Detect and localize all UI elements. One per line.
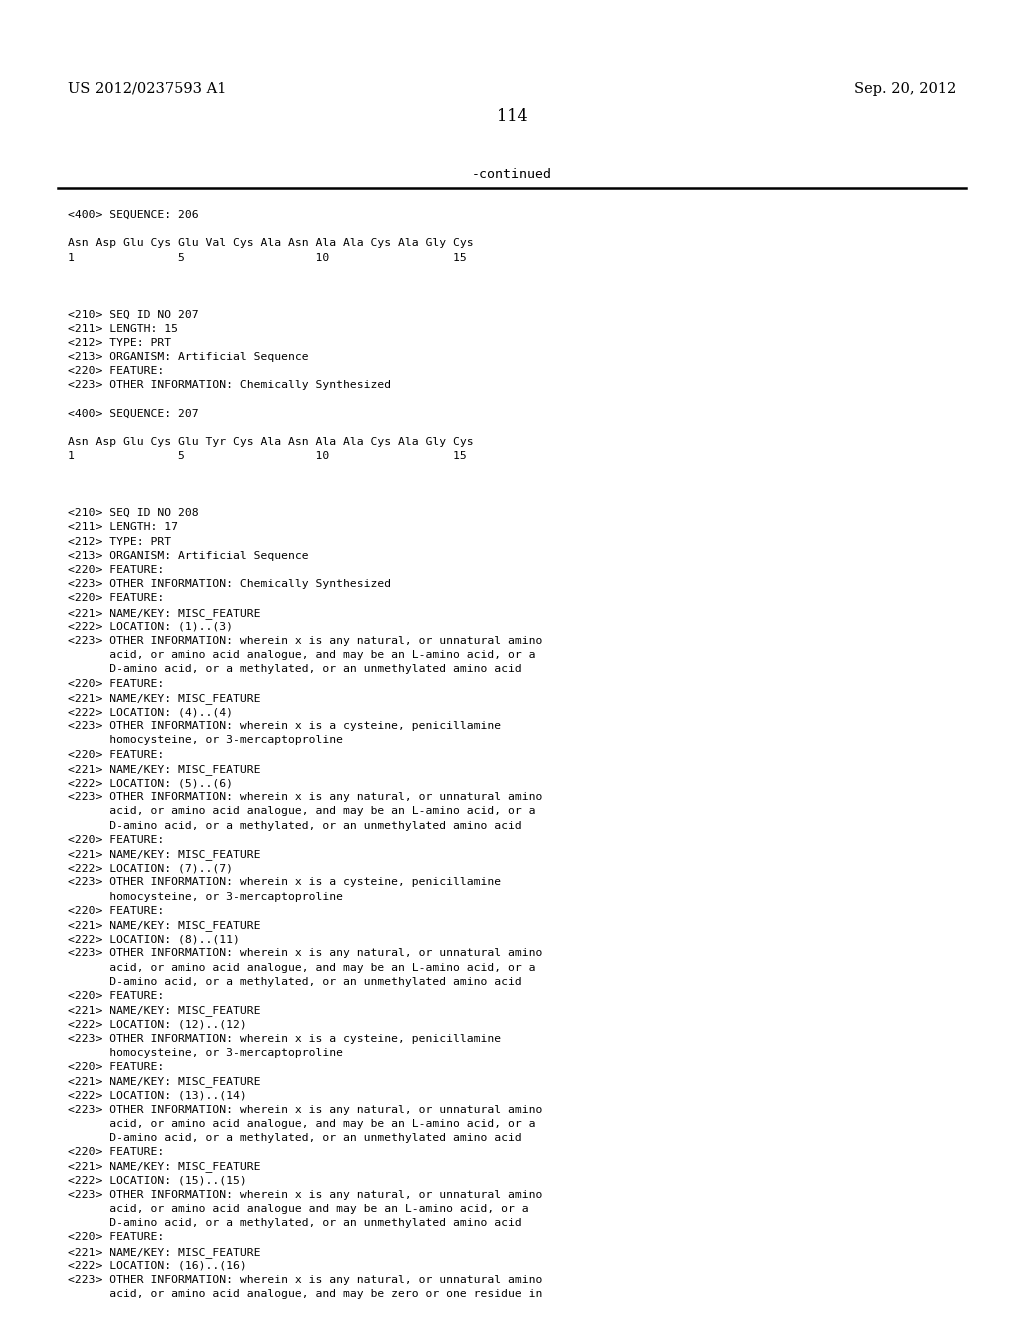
Text: D-amino acid, or a methylated, or an unmethylated amino acid: D-amino acid, or a methylated, or an unm… [68,1133,522,1143]
Text: D-amino acid, or a methylated, or an unmethylated amino acid: D-amino acid, or a methylated, or an unm… [68,1218,522,1228]
Text: <223> OTHER INFORMATION: wherein x is any natural, or unnatural amino: <223> OTHER INFORMATION: wherein x is an… [68,1275,543,1284]
Text: <400> SEQUENCE: 207: <400> SEQUENCE: 207 [68,409,199,418]
Text: <222> LOCATION: (5)..(6): <222> LOCATION: (5)..(6) [68,777,233,788]
Text: <220> FEATURE:: <220> FEATURE: [68,750,164,759]
Text: <211> LENGTH: 15: <211> LENGTH: 15 [68,323,178,334]
Text: <222> LOCATION: (13)..(14): <222> LOCATION: (13)..(14) [68,1090,247,1101]
Text: <220> FEATURE:: <220> FEATURE: [68,594,164,603]
Text: US 2012/0237593 A1: US 2012/0237593 A1 [68,82,226,96]
Text: <213> ORGANISM: Artificial Sequence: <213> ORGANISM: Artificial Sequence [68,352,308,362]
Text: <222> LOCATION: (1)..(3): <222> LOCATION: (1)..(3) [68,622,233,632]
Text: D-amino acid, or a methylated, or an unmethylated amino acid: D-amino acid, or a methylated, or an unm… [68,821,522,830]
Text: <221> NAME/KEY: MISC_FEATURE: <221> NAME/KEY: MISC_FEATURE [68,920,260,931]
Text: -continued: -continued [472,168,552,181]
Text: <210> SEQ ID NO 208: <210> SEQ ID NO 208 [68,508,199,519]
Text: <223> OTHER INFORMATION: Chemically Synthesized: <223> OTHER INFORMATION: Chemically Synt… [68,579,391,589]
Text: <222> LOCATION: (7)..(7): <222> LOCATION: (7)..(7) [68,863,233,874]
Text: <223> OTHER INFORMATION: wherein x is a cysteine, penicillamine: <223> OTHER INFORMATION: wherein x is a … [68,1034,501,1044]
Text: <211> LENGTH: 17: <211> LENGTH: 17 [68,523,178,532]
Text: <222> LOCATION: (8)..(11): <222> LOCATION: (8)..(11) [68,935,240,944]
Text: <223> OTHER INFORMATION: wherein x is a cysteine, penicillamine: <223> OTHER INFORMATION: wherein x is a … [68,878,501,887]
Text: <223> OTHER INFORMATION: wherein x is any natural, or unnatural amino: <223> OTHER INFORMATION: wherein x is an… [68,1189,543,1200]
Text: <222> LOCATION: (4)..(4): <222> LOCATION: (4)..(4) [68,708,233,717]
Text: Asn Asp Glu Cys Glu Val Cys Ala Asn Ala Ala Cys Ala Gly Cys: Asn Asp Glu Cys Glu Val Cys Ala Asn Ala … [68,239,474,248]
Text: homocysteine, or 3-mercaptoproline: homocysteine, or 3-mercaptoproline [68,891,343,902]
Text: <221> NAME/KEY: MISC_FEATURE: <221> NAME/KEY: MISC_FEATURE [68,1162,260,1172]
Text: <220> FEATURE:: <220> FEATURE: [68,1063,164,1072]
Text: Asn Asp Glu Cys Glu Tyr Cys Ala Asn Ala Ala Cys Ala Gly Cys: Asn Asp Glu Cys Glu Tyr Cys Ala Asn Ala … [68,437,474,447]
Text: <221> NAME/KEY: MISC_FEATURE: <221> NAME/KEY: MISC_FEATURE [68,1006,260,1016]
Text: acid, or amino acid analogue, and may be an L-amino acid, or a: acid, or amino acid analogue, and may be… [68,651,536,660]
Text: <220> FEATURE:: <220> FEATURE: [68,366,164,376]
Text: <221> NAME/KEY: MISC_FEATURE: <221> NAME/KEY: MISC_FEATURE [68,607,260,619]
Text: <220> FEATURE:: <220> FEATURE: [68,834,164,845]
Text: <222> LOCATION: (15)..(15): <222> LOCATION: (15)..(15) [68,1176,247,1185]
Text: D-amino acid, or a methylated, or an unmethylated amino acid: D-amino acid, or a methylated, or an unm… [68,664,522,675]
Text: <220> FEATURE:: <220> FEATURE: [68,1233,164,1242]
Text: <222> LOCATION: (16)..(16): <222> LOCATION: (16)..(16) [68,1261,247,1271]
Text: <210> SEQ ID NO 207: <210> SEQ ID NO 207 [68,309,199,319]
Text: acid, or amino acid analogue and may be an L-amino acid, or a: acid, or amino acid analogue and may be … [68,1204,528,1214]
Text: 1               5                   10                  15: 1 5 10 15 [68,451,467,462]
Text: homocysteine, or 3-mercaptoproline: homocysteine, or 3-mercaptoproline [68,1048,343,1057]
Text: <221> NAME/KEY: MISC_FEATURE: <221> NAME/KEY: MISC_FEATURE [68,764,260,775]
Text: <221> NAME/KEY: MISC_FEATURE: <221> NAME/KEY: MISC_FEATURE [68,1246,260,1258]
Text: <220> FEATURE:: <220> FEATURE: [68,678,164,689]
Text: <223> OTHER INFORMATION: wherein x is any natural, or unnatural amino: <223> OTHER INFORMATION: wherein x is an… [68,636,543,645]
Text: 114: 114 [497,108,527,125]
Text: <223> OTHER INFORMATION: Chemically Synthesized: <223> OTHER INFORMATION: Chemically Synt… [68,380,391,391]
Text: <400> SEQUENCE: 206: <400> SEQUENCE: 206 [68,210,199,220]
Text: <221> NAME/KEY: MISC_FEATURE: <221> NAME/KEY: MISC_FEATURE [68,1076,260,1088]
Text: <223> OTHER INFORMATION: wherein x is any natural, or unnatural amino: <223> OTHER INFORMATION: wherein x is an… [68,1105,543,1114]
Text: acid, or amino acid analogue, and may be an L-amino acid, or a: acid, or amino acid analogue, and may be… [68,807,536,816]
Text: <220> FEATURE:: <220> FEATURE: [68,906,164,916]
Text: <220> FEATURE:: <220> FEATURE: [68,1147,164,1158]
Text: 1               5                   10                  15: 1 5 10 15 [68,252,467,263]
Text: <221> NAME/KEY: MISC_FEATURE: <221> NAME/KEY: MISC_FEATURE [68,849,260,859]
Text: <222> LOCATION: (12)..(12): <222> LOCATION: (12)..(12) [68,1019,247,1030]
Text: <220> FEATURE:: <220> FEATURE: [68,565,164,576]
Text: D-amino acid, or a methylated, or an unmethylated amino acid: D-amino acid, or a methylated, or an unm… [68,977,522,987]
Text: acid, or amino acid analogue, and may be zero or one residue in: acid, or amino acid analogue, and may be… [68,1290,543,1299]
Text: acid, or amino acid analogue, and may be an L-amino acid, or a: acid, or amino acid analogue, and may be… [68,962,536,973]
Text: homocysteine, or 3-mercaptoproline: homocysteine, or 3-mercaptoproline [68,735,343,746]
Text: <223> OTHER INFORMATION: wherein x is a cysteine, penicillamine: <223> OTHER INFORMATION: wherein x is a … [68,721,501,731]
Text: <223> OTHER INFORMATION: wherein x is any natural, or unnatural amino: <223> OTHER INFORMATION: wherein x is an… [68,948,543,958]
Text: Sep. 20, 2012: Sep. 20, 2012 [854,82,956,96]
Text: <212> TYPE: PRT: <212> TYPE: PRT [68,338,171,347]
Text: <223> OTHER INFORMATION: wherein x is any natural, or unnatural amino: <223> OTHER INFORMATION: wherein x is an… [68,792,543,803]
Text: acid, or amino acid analogue, and may be an L-amino acid, or a: acid, or amino acid analogue, and may be… [68,1119,536,1129]
Text: <212> TYPE: PRT: <212> TYPE: PRT [68,537,171,546]
Text: <220> FEATURE:: <220> FEATURE: [68,991,164,1001]
Text: <213> ORGANISM: Artificial Sequence: <213> ORGANISM: Artificial Sequence [68,550,308,561]
Text: <221> NAME/KEY: MISC_FEATURE: <221> NAME/KEY: MISC_FEATURE [68,693,260,704]
